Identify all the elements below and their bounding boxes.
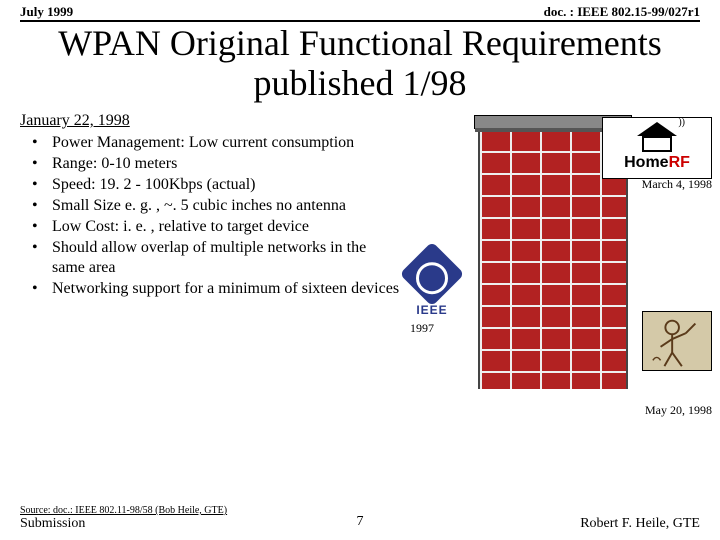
header-doc: doc. : IEEE 802.15-99/027r1 [544, 4, 700, 20]
list-item: Low Cost: i. e. , relative to target dev… [32, 217, 400, 237]
ieee-diamond-icon [399, 242, 464, 307]
list-item: Networking support for a minimum of sixt… [32, 279, 400, 299]
footer-author: Robert F. Heile, GTE [580, 516, 700, 532]
page-number: 7 [357, 514, 364, 530]
list-item: Speed: 19. 2 - 100Kbps (actual) [32, 175, 400, 195]
list-item: Small Size e. g. , ~. 5 cubic inches no … [32, 196, 400, 216]
homerf-date: March 4, 1998 [642, 177, 712, 192]
page-title: WPAN Original Functional Requirements pu… [0, 22, 720, 111]
caveman-graphic [642, 311, 712, 371]
header-date: July 1999 [20, 4, 73, 20]
body-date: January 22, 1998 [20, 111, 400, 131]
list-item: Range: 0-10 meters [32, 154, 400, 174]
list-item: Power Management: Low current consumptio… [32, 133, 400, 153]
caveman-date: May 20, 1998 [645, 403, 712, 418]
ieee-logo: IEEE [404, 251, 460, 317]
homerf-logo: )) HomeRF [602, 117, 712, 179]
house-icon: )) [637, 122, 677, 152]
ieee-label: IEEE [404, 303, 460, 317]
graphics-column: IEEE 1997 )) HomeRF March 4, 1998 [400, 111, 700, 300]
footer-submission: Submission [20, 516, 85, 532]
bullet-list: Power Management: Low current consumptio… [20, 133, 400, 299]
homerf-brand-rf: RF [669, 154, 690, 171]
list-item: Should allow overlap of multiple network… [32, 238, 400, 278]
body-text: January 22, 1998 Power Management: Low c… [20, 111, 400, 300]
ieee-year: 1997 [410, 321, 434, 336]
homerf-brand-home: Home [624, 154, 668, 171]
